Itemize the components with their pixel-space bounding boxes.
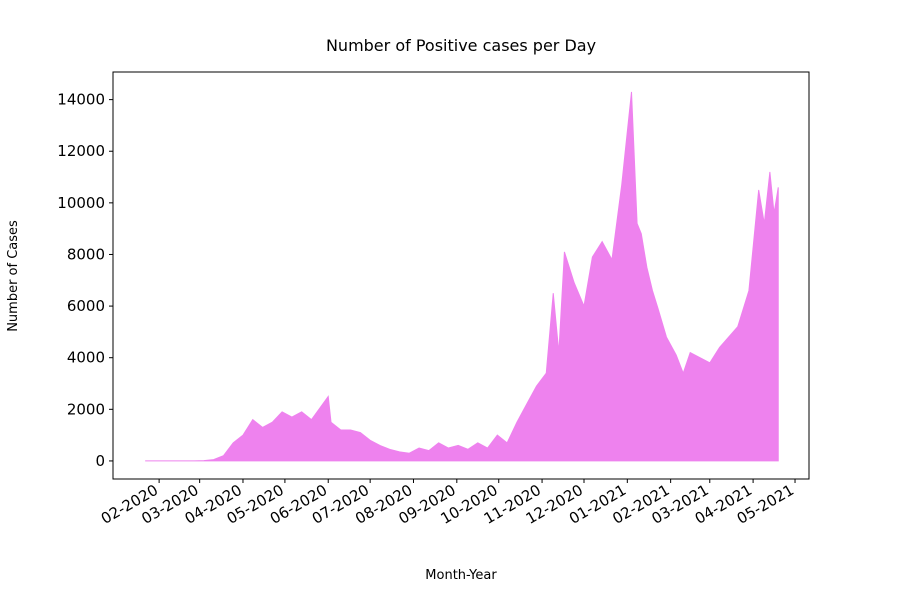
y-tick-label: 0: [95, 452, 105, 470]
y-tick-label: 6000: [67, 297, 105, 315]
x-axis-label: Month-Year: [425, 568, 497, 583]
y-tick-label: 10000: [57, 194, 105, 212]
plot-frame: [112, 71, 810, 480]
y-tick-label: 12000: [57, 142, 105, 160]
area: [145, 91, 779, 462]
y-tick-label: 4000: [67, 349, 105, 367]
y-axis-label: Number of Cases: [6, 220, 21, 332]
chart-title: Number of Positive cases per Day: [326, 36, 596, 55]
y-tick-label: 8000: [67, 245, 105, 263]
y-tick-label: 14000: [57, 91, 105, 109]
y-tick-label: 2000: [67, 400, 105, 418]
